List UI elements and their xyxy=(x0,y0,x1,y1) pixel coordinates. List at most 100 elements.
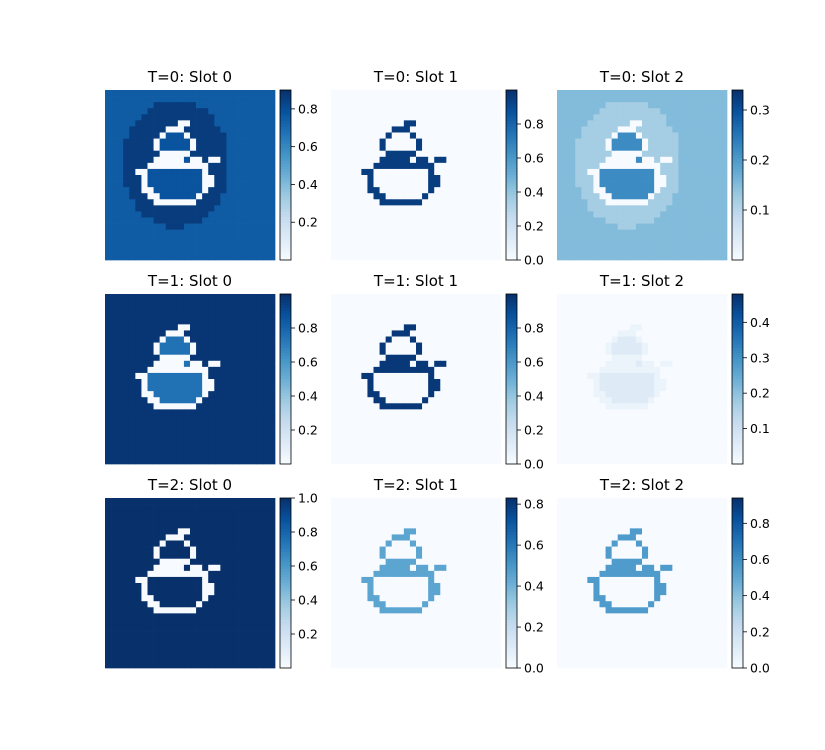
heatmap-cell xyxy=(605,409,612,416)
heatmap-cell xyxy=(105,199,112,206)
colorbar-frame xyxy=(279,293,292,465)
heatmap-cell xyxy=(575,348,582,356)
heatmap-cell xyxy=(635,114,643,121)
heatmap-cell xyxy=(214,379,221,386)
heatmap-cell xyxy=(569,415,576,422)
heatmap-cell xyxy=(440,199,447,206)
heatmap-cell xyxy=(385,385,393,392)
heatmap-cell xyxy=(111,312,118,319)
heatmap-cell xyxy=(337,90,344,97)
heatmap-cell xyxy=(397,96,405,103)
heatmap-cell xyxy=(587,439,594,447)
heatmap-cell xyxy=(391,156,399,164)
heatmap-cell xyxy=(720,439,728,447)
heatmap-cell xyxy=(111,348,118,356)
colorbar-segment xyxy=(506,101,517,105)
heatmap-cell xyxy=(660,330,667,337)
heatmap-cell xyxy=(470,229,478,237)
heatmap-cell xyxy=(208,253,215,261)
heatmap-cell xyxy=(409,409,417,416)
heatmap-cell xyxy=(403,253,411,261)
heatmap-cell xyxy=(476,385,484,392)
heatmap-cell xyxy=(458,114,465,121)
heatmap-cell xyxy=(569,144,576,152)
heatmap-cell xyxy=(629,132,637,139)
heatmap-cell xyxy=(416,247,423,255)
heatmap-cell xyxy=(190,205,197,212)
heatmap-cell xyxy=(226,126,233,133)
heatmap-cell xyxy=(202,348,209,356)
heatmap-cell xyxy=(226,312,233,319)
heatmap-cell xyxy=(153,306,160,313)
heatmap-cell xyxy=(226,306,233,313)
heatmap-cell xyxy=(428,126,435,133)
heatmap-cell xyxy=(123,241,130,249)
heatmap-cell xyxy=(208,294,215,301)
heatmap-cell xyxy=(623,187,631,194)
heatmap-cell xyxy=(244,108,252,115)
heatmap-cell xyxy=(190,330,197,337)
colorbar-segment xyxy=(506,254,517,258)
heatmap-cell xyxy=(268,415,276,422)
heatmap-cell xyxy=(337,354,344,362)
heatmap-cell xyxy=(367,439,374,447)
heatmap-cell xyxy=(599,205,606,212)
heatmap-cell xyxy=(129,421,136,428)
heatmap-cell xyxy=(635,439,643,447)
heatmap-cell xyxy=(367,150,374,158)
heatmap-cell xyxy=(470,247,478,255)
colorbar-segment xyxy=(280,197,291,201)
heatmap-cell xyxy=(428,193,435,200)
heatmap-cell xyxy=(714,181,722,188)
heatmap-cell xyxy=(593,102,600,109)
heatmap-cell xyxy=(575,300,582,307)
heatmap-cell xyxy=(714,211,722,218)
heatmap-cell xyxy=(373,168,380,176)
heatmap-cell xyxy=(678,132,685,139)
heatmap-cell xyxy=(208,451,215,459)
heatmap-cell xyxy=(488,253,496,261)
heatmap-cell xyxy=(452,354,459,362)
heatmap-cell xyxy=(422,253,429,261)
heatmap-cell xyxy=(268,211,276,218)
heatmap-cell xyxy=(422,391,429,398)
heatmap-cell xyxy=(488,162,496,170)
heatmap-cell xyxy=(135,247,142,255)
heatmap-cell xyxy=(702,187,710,194)
heatmap-cell xyxy=(605,306,612,313)
heatmap-cell xyxy=(141,372,148,380)
heatmap-cell xyxy=(557,205,564,212)
heatmap-cell xyxy=(666,126,673,133)
heatmap-cell xyxy=(190,114,197,121)
heatmap-cell xyxy=(714,318,722,325)
heatmap-cell xyxy=(343,342,350,349)
heatmap-cell xyxy=(373,397,380,404)
heatmap-cell xyxy=(226,433,233,441)
heatmap-cell xyxy=(238,187,245,194)
heatmap-cell xyxy=(250,162,258,170)
heatmap-cell xyxy=(349,427,356,434)
heatmap-cell xyxy=(569,366,576,374)
heatmap-cell xyxy=(220,150,227,158)
colorbar-segment xyxy=(506,183,517,187)
heatmap-cell xyxy=(159,156,167,164)
heatmap-cell xyxy=(648,439,655,447)
heatmap-cell xyxy=(422,132,429,139)
heatmap-cell xyxy=(611,342,619,349)
heatmap-cell xyxy=(599,415,606,422)
heatmap-cell xyxy=(361,253,368,261)
heatmap-cell xyxy=(635,336,643,343)
heatmap-cell xyxy=(250,150,258,158)
heatmap-cell xyxy=(343,138,350,145)
heatmap-cell xyxy=(702,156,710,164)
heatmap-cell xyxy=(684,415,691,422)
heatmap-cell xyxy=(196,354,203,362)
heatmap-cell xyxy=(611,360,619,368)
heatmap-cell xyxy=(379,168,386,176)
heatmap-cell xyxy=(666,241,673,249)
colorbar-segment xyxy=(280,206,291,210)
heatmap-cell xyxy=(135,96,142,103)
heatmap-cell xyxy=(708,217,716,224)
heatmap-cell xyxy=(111,354,118,362)
heatmap-cell xyxy=(147,217,154,224)
